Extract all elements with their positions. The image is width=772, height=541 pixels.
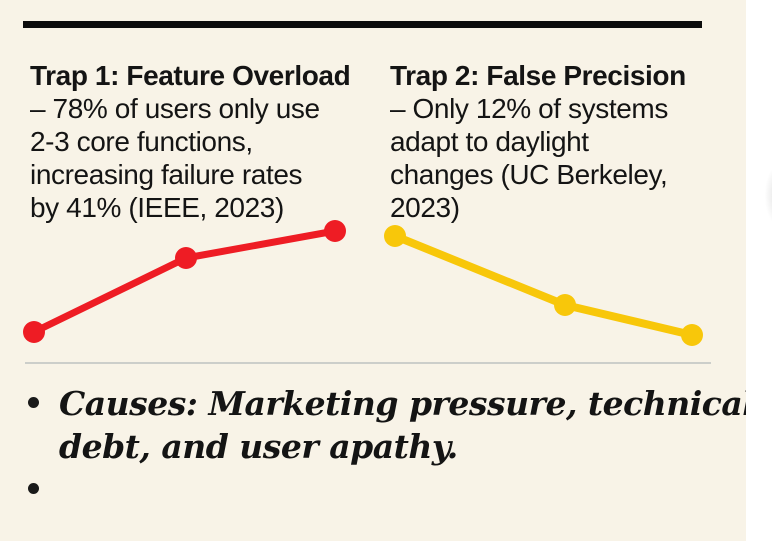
- trap1-column: Trap 1: Feature Overload – 78% of users …: [30, 59, 351, 224]
- trap2-column: Trap 2: False Precision – Only 12% of sy…: [390, 59, 686, 224]
- list-item: Causes: Marketing pressure, technical de…: [28, 382, 755, 468]
- trap1-body-line: increasing failure rates: [30, 159, 303, 190]
- trap2-false-precision-trend-point: [681, 324, 703, 346]
- trap1-body-line: 2-3 core functions,: [30, 126, 253, 157]
- causes-text: Causes: Marketing pressure, technical de…: [59, 382, 755, 468]
- trap1-heading: Trap 1: Feature Overload: [30, 60, 351, 91]
- list-item: [28, 468, 754, 494]
- trap2-body-line: changes (UC Berkeley,: [390, 159, 668, 190]
- trap2-false-precision-trend-point: [554, 294, 576, 316]
- trap2-false-precision-trend-line: [391, 232, 696, 339]
- trap2-body-line: 2023): [390, 192, 460, 223]
- trap1-body-line: – 78% of users only use: [30, 93, 320, 124]
- causes-text-line: Causes: Marketing pressure, technical: [59, 384, 755, 423]
- next-card-edge: [746, 0, 772, 541]
- bullet-list: Causes: Marketing pressure, technical de…: [28, 382, 755, 494]
- trap1-feature-overload-trend-line: [30, 227, 339, 336]
- trap1-body-line: by 41% (IEEE, 2023): [30, 192, 284, 223]
- trap1-feature-overload-trend-point: [23, 321, 45, 343]
- trap2-false-precision-trend-point: [384, 225, 406, 247]
- section-divider: [25, 362, 711, 364]
- trap2-body-line: adapt to daylight: [390, 126, 589, 157]
- trap2-heading: Trap 2: False Precision: [390, 60, 686, 91]
- bullet-marker-icon: [28, 397, 39, 408]
- causes-text-line: debt, and user apathy.: [59, 427, 458, 466]
- trap1-feature-overload-trend-point: [175, 247, 197, 269]
- top-rule: [23, 21, 702, 28]
- trap2-body-line: – Only 12% of systems: [390, 93, 668, 124]
- bullet-marker-icon: [28, 483, 39, 494]
